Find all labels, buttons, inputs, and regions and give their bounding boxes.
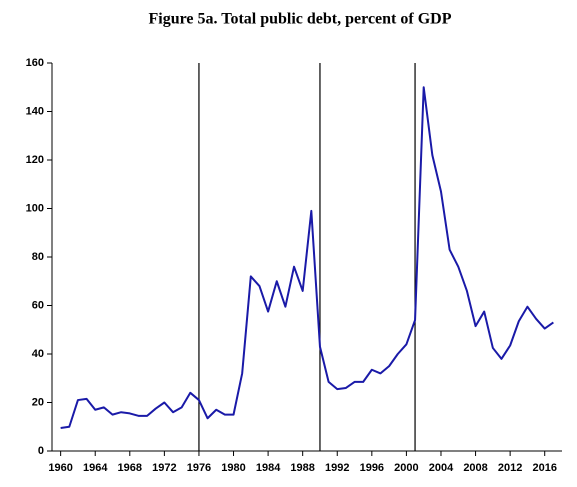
y-tick-label: 60 — [32, 299, 44, 311]
x-tick-label: 2008 — [463, 462, 487, 474]
data-line — [60, 86, 554, 429]
y-tick-label: 140 — [26, 105, 44, 117]
x-tick-label: 2016 — [532, 462, 556, 474]
x-tick-label: 1988 — [290, 462, 314, 474]
x-tick-label: 1992 — [325, 462, 349, 474]
x-tick-label: 1964 — [83, 462, 108, 474]
x-tick-label: 1960 — [48, 462, 72, 474]
x-tick-label: 1968 — [118, 462, 142, 474]
x-tick-label: 1980 — [221, 462, 245, 474]
x-tick-label: 1996 — [360, 462, 384, 474]
y-tick-label: 40 — [32, 348, 44, 360]
x-tick-label: 1984 — [256, 462, 281, 474]
y-tick-label: 80 — [32, 251, 44, 263]
x-tick-label: 1976 — [187, 462, 211, 474]
y-tick-label: 160 — [26, 57, 44, 69]
x-tick-label: 2000 — [394, 462, 418, 474]
y-tick-label: 120 — [26, 154, 44, 166]
x-tick-label: 2004 — [429, 462, 454, 474]
y-tick-label: 0 — [38, 445, 44, 457]
y-tick-label: 20 — [32, 396, 44, 408]
x-tick-label: 1972 — [152, 462, 176, 474]
chart-title: Figure 5a. Total public debt, percent of… — [149, 11, 452, 28]
y-tick-label: 100 — [26, 202, 44, 214]
x-tick-label: 2012 — [498, 462, 522, 474]
